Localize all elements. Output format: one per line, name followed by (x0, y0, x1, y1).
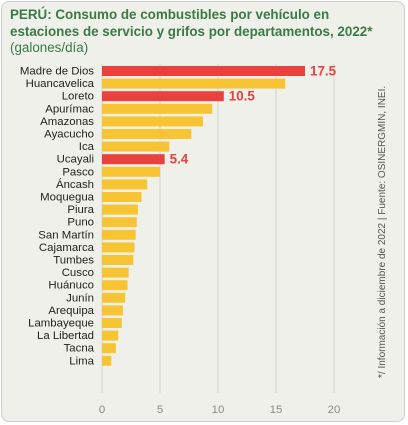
bar-huanuco (102, 280, 128, 291)
category-label-amazonas: Amazonas (40, 116, 94, 128)
bar-ayacucho (102, 129, 192, 139)
category-label-arequipa: Arequipa (48, 305, 94, 317)
bar-lambayeque (102, 318, 122, 328)
category-label-madre-de-dios: Madre de Dios (20, 66, 94, 78)
bar-apurimac (102, 103, 213, 114)
bar-puno (102, 217, 137, 228)
bar-tumbes (102, 255, 134, 265)
x-tick-label: 5 (157, 404, 163, 416)
category-label-san-martin: San Martín (38, 229, 94, 241)
category-label-apurimac: Apurímac (45, 103, 94, 115)
category-label-loreto: Loreto (62, 91, 94, 103)
category-label-tumbes: Tumbes (53, 255, 94, 267)
data-label-madre-de-dios: 17.5 (310, 64, 337, 79)
bar-la-libertad (102, 330, 119, 341)
bar-junin (102, 292, 126, 303)
category-label-ucayali: Ucayali (57, 154, 94, 166)
bar-moquegua (102, 192, 142, 202)
category-label-tacna: Tacna (64, 343, 95, 355)
category-label-huancavelica: Huancavelica (26, 78, 95, 90)
category-label-la-libertad: La Libertad (37, 330, 94, 342)
category-label-lima: Lima (69, 355, 94, 367)
bar-pasco (102, 166, 160, 177)
bar-madre-de-dios (102, 66, 305, 76)
x-tick-label: 20 (328, 404, 341, 416)
category-label-ica: Ica (79, 141, 95, 153)
category-label-ayacucho: Ayacucho (44, 129, 94, 141)
category-label-cajamarca: Cajamarca (39, 242, 95, 254)
category-label-lambayeque: Lambayeque (28, 318, 94, 330)
category-label-huanuco: Huánuco (48, 280, 94, 292)
bar-lima (102, 355, 112, 366)
bar-arequipa (102, 305, 123, 316)
data-label-loreto: 10.5 (229, 89, 256, 104)
chart-subtitle: (galones/día) (10, 40, 89, 55)
bar-ica (102, 141, 170, 152)
bar-piura (102, 204, 138, 215)
category-label-piura: Piura (67, 204, 94, 216)
bar-huancavelica (102, 78, 286, 89)
category-label-cusco: Cusco (62, 267, 94, 279)
category-label-moquegua: Moquegua (40, 192, 94, 204)
bar-amazonas (102, 116, 203, 127)
bar-loreto (102, 91, 224, 102)
bar-san-martin (102, 229, 136, 240)
category-label-ancash: Áncash (56, 178, 94, 191)
chart-title: PERÚ: Consumo de combustibles por vehícu… (10, 7, 373, 39)
bar-tacna (102, 343, 116, 354)
category-label-puno: Puno (67, 217, 94, 229)
category-label-junin: Junín (66, 292, 94, 304)
category-label-pasco: Pasco (62, 166, 94, 178)
x-tick-label: 0 (99, 404, 105, 416)
bar-cusco (102, 267, 129, 278)
x-tick-label: 15 (270, 404, 283, 416)
data-label-ucayali: 5.4 (170, 152, 189, 167)
bar-cajamarca (102, 242, 135, 253)
bar-ucayali (102, 154, 165, 165)
x-tick-label: 10 (212, 404, 225, 416)
bar-ancash (102, 179, 148, 190)
